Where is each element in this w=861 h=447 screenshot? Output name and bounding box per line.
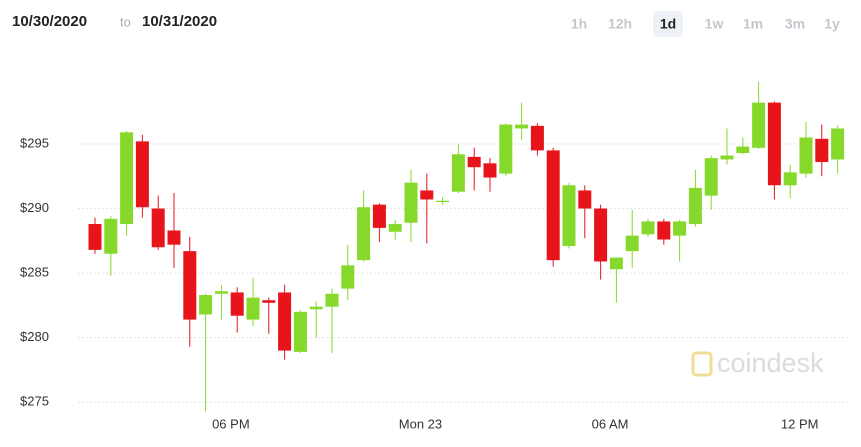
date-separator: to bbox=[120, 14, 131, 29]
candle-body bbox=[420, 190, 434, 200]
candle-body bbox=[530, 125, 544, 151]
timeframe-highlight bbox=[653, 11, 683, 37]
candle-body bbox=[562, 185, 576, 246]
candle-body bbox=[293, 311, 307, 352]
candle-body bbox=[578, 190, 592, 209]
candle-body bbox=[278, 292, 292, 351]
candle-body bbox=[214, 291, 228, 294]
candle-body bbox=[499, 124, 513, 174]
candle-body bbox=[325, 293, 339, 307]
candle-body bbox=[641, 221, 655, 235]
candle-body bbox=[688, 187, 702, 225]
timeframe-button[interactable]: 1w bbox=[705, 16, 724, 32]
candle-body bbox=[594, 208, 608, 262]
date-to: 10/31/2020 bbox=[142, 13, 217, 30]
candle-body bbox=[436, 200, 450, 203]
candle-body bbox=[388, 224, 402, 232]
candle-body bbox=[515, 124, 529, 129]
x-tick-label: 12 PM bbox=[781, 416, 819, 431]
candle-body bbox=[673, 221, 687, 236]
timeframe-button[interactable]: 1h bbox=[571, 16, 587, 32]
x-tick-label: Mon 23 bbox=[399, 416, 442, 431]
timeframe-button[interactable]: 1y bbox=[824, 16, 840, 32]
candle-body bbox=[752, 102, 766, 148]
candle-body bbox=[151, 208, 165, 248]
timeframe-button[interactable]: 1d bbox=[660, 16, 676, 32]
candle-body bbox=[199, 295, 213, 315]
x-tick-label: 06 AM bbox=[592, 416, 629, 431]
candle-body bbox=[783, 172, 797, 186]
candle-body bbox=[246, 297, 260, 320]
candle-body bbox=[404, 182, 418, 223]
y-tick-label: $295 bbox=[20, 135, 49, 150]
candle-body bbox=[609, 257, 623, 270]
candle-body bbox=[546, 150, 560, 261]
candle-body bbox=[230, 292, 244, 316]
date-from: 10/30/2020 bbox=[12, 13, 87, 30]
candle-body bbox=[135, 141, 149, 208]
x-tick-label: 06 PM bbox=[212, 416, 250, 431]
candle-body bbox=[467, 156, 481, 168]
candle-body bbox=[815, 138, 829, 163]
candle-body bbox=[720, 155, 734, 160]
candle-body bbox=[704, 158, 718, 196]
y-tick-label: $290 bbox=[20, 200, 49, 215]
candle-body bbox=[625, 235, 639, 252]
candle-body bbox=[831, 128, 845, 160]
candle-body bbox=[262, 300, 276, 303]
candle-body bbox=[657, 221, 671, 240]
candle-body bbox=[799, 137, 813, 174]
y-tick-label: $285 bbox=[20, 265, 49, 280]
candle-body bbox=[104, 218, 118, 254]
candle-body bbox=[120, 132, 134, 225]
timeframe-button[interactable]: 12h bbox=[608, 16, 632, 32]
watermark: coindesk bbox=[717, 348, 824, 378]
candle-body bbox=[309, 306, 323, 310]
y-tick-label: $280 bbox=[20, 329, 49, 344]
candle-body bbox=[736, 146, 750, 153]
candle-body bbox=[88, 224, 102, 250]
candle-body bbox=[483, 163, 497, 178]
y-tick-label: $275 bbox=[20, 394, 49, 409]
candle-body bbox=[341, 265, 355, 289]
watermark-logo bbox=[691, 351, 713, 377]
timeframe-button[interactable]: 1m bbox=[743, 16, 763, 32]
candle-body bbox=[183, 251, 197, 320]
candle-body bbox=[167, 230, 181, 245]
candle-body bbox=[767, 102, 781, 186]
candle-body bbox=[357, 207, 371, 261]
candle-body bbox=[372, 204, 386, 228]
candle-body bbox=[451, 154, 465, 192]
timeframe-button[interactable]: 3m bbox=[785, 16, 805, 32]
